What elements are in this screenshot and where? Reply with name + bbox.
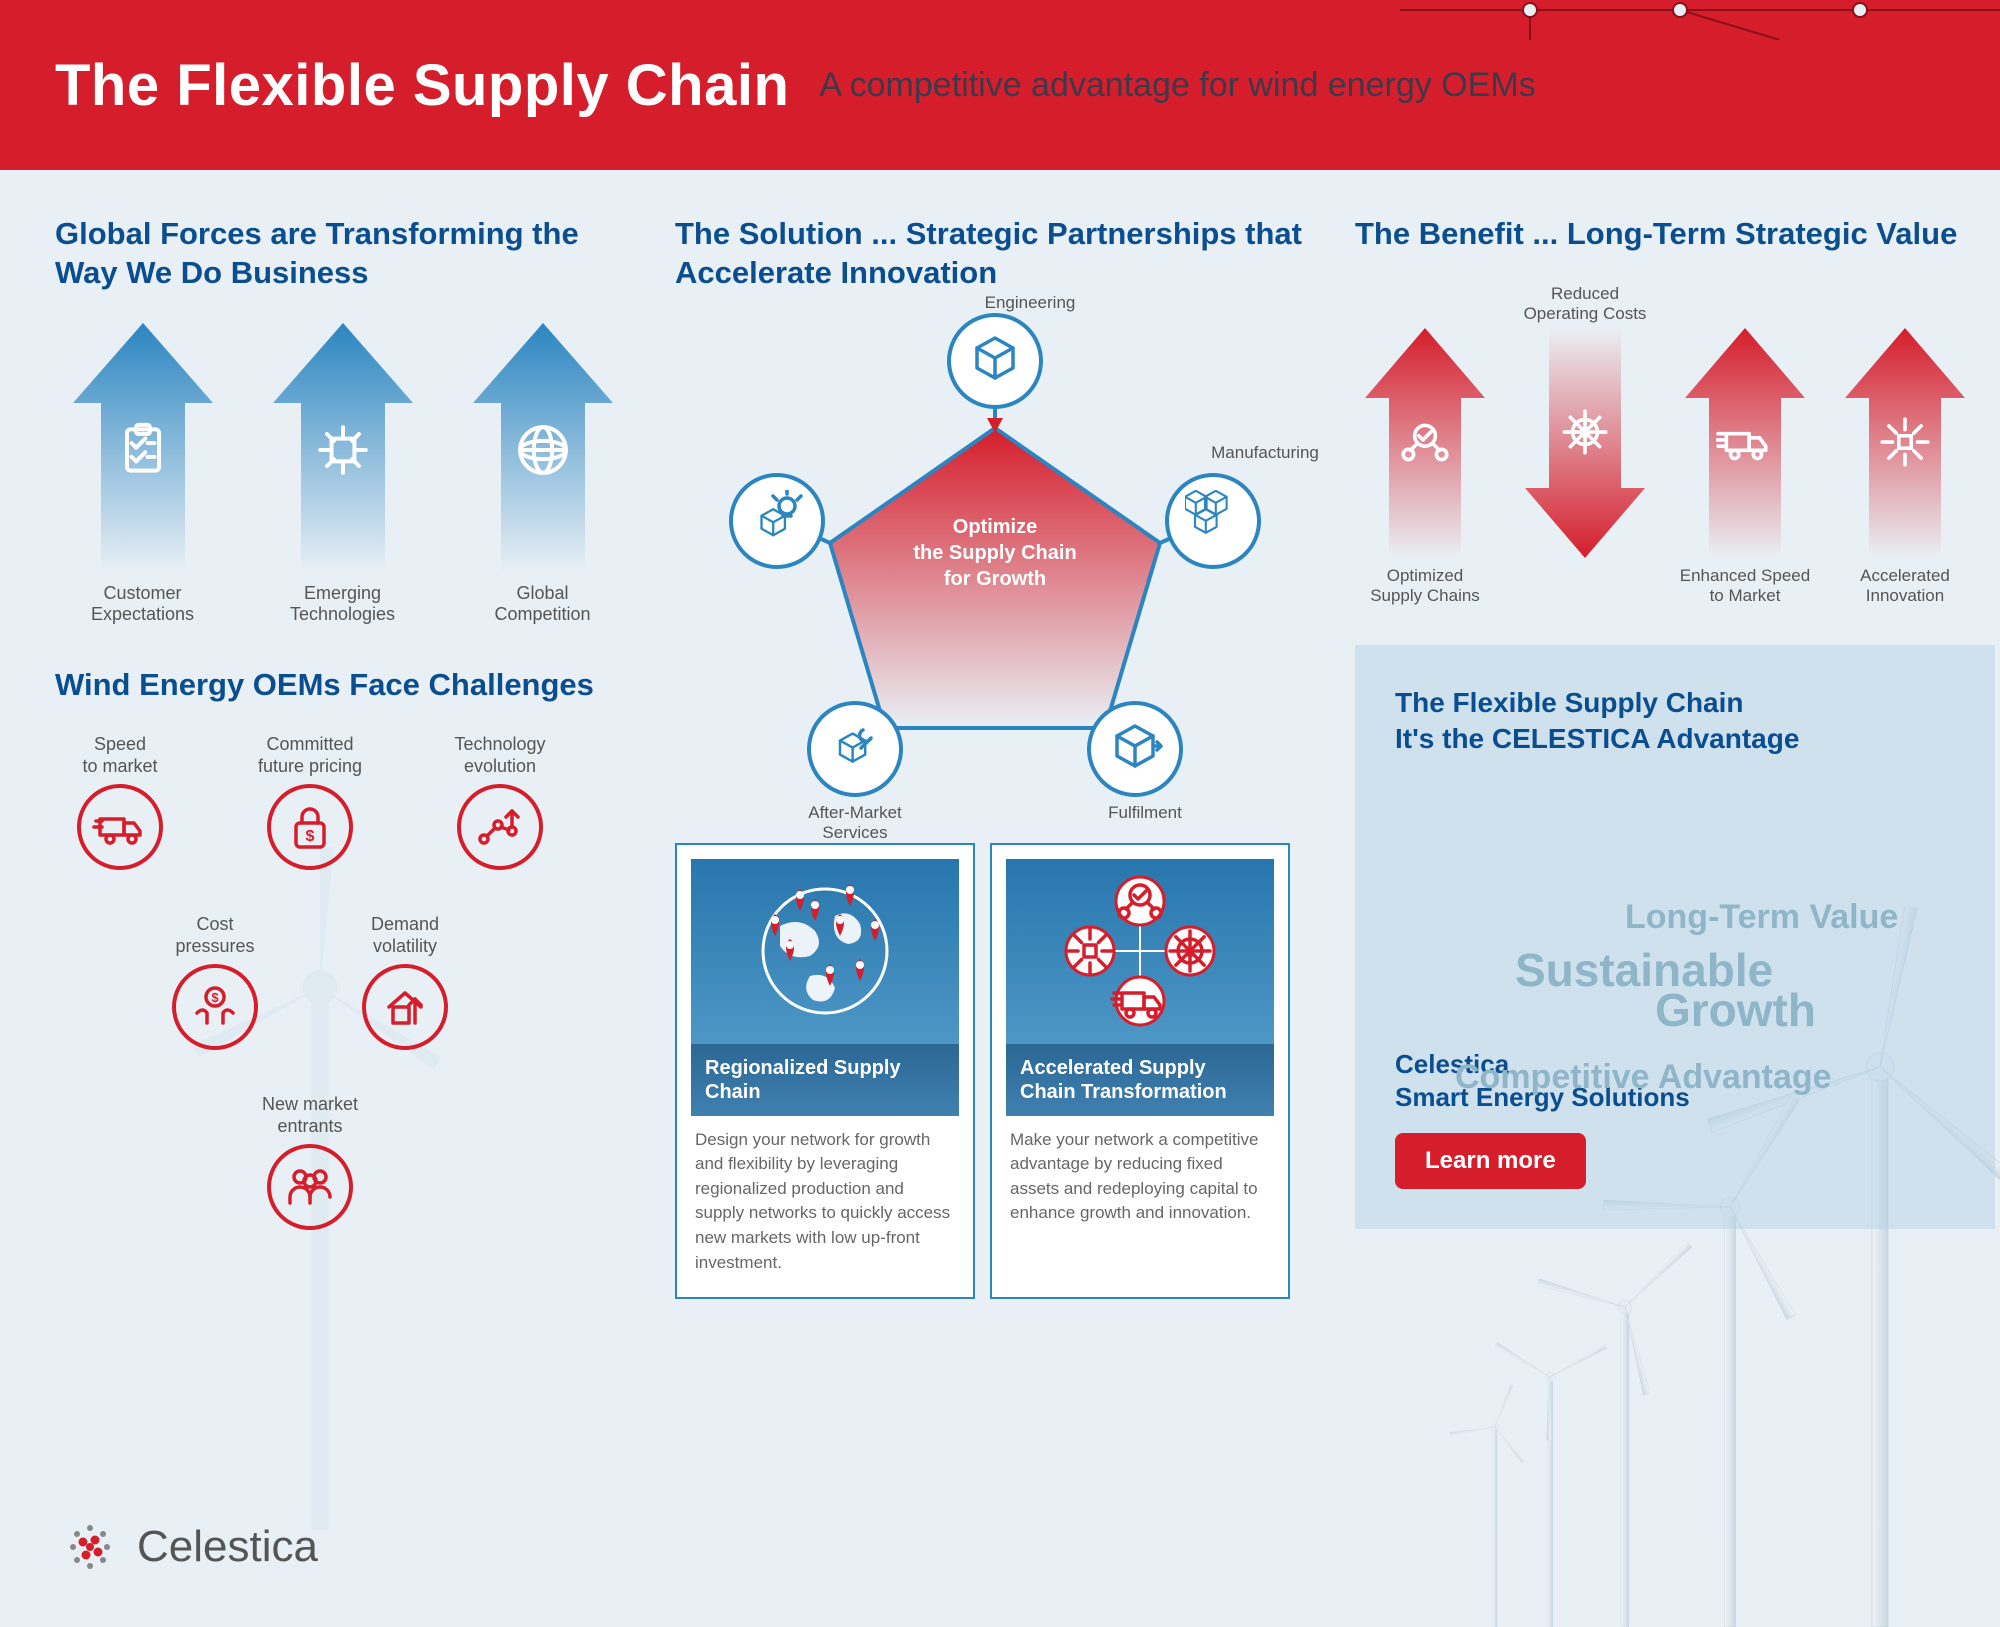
solution-card-1: $ Accelerated Supply Chain Transformatio… <box>990 843 1290 1300</box>
cubes-icon <box>1185 490 1241 551</box>
force-arrow-1: EmergingTechnologies <box>255 323 430 626</box>
hands-dollar-icon: $ <box>172 964 258 1050</box>
advantage-word-0: Long-Term Value <box>1625 898 1898 937</box>
gear-dollar-icon: $ <box>1525 403 1645 461</box>
wrench-cube-icon <box>827 718 883 779</box>
challenge-0: Speedto market <box>55 734 185 869</box>
advantage-box: The Flexible Supply Chain It's the CELES… <box>1355 645 1995 1229</box>
penta-label-3: After-MarketServices <box>795 803 915 843</box>
advantage-word-3: Competitive Advantage <box>1455 1058 1832 1097</box>
benefit-arrow-1: ReducedOperating Costs $ <box>1515 284 1655 610</box>
column-right: The Benefit ... Long-Term Strategic Valu… <box>1355 215 1995 1299</box>
benefit-arrow-3: AcceleratedInnovation <box>1835 284 1975 610</box>
svg-text:$: $ <box>306 828 315 845</box>
challenge-label: Costpressures <box>150 914 280 957</box>
benefit-label: AcceleratedInnovation <box>1835 566 1975 607</box>
penta-label-2: Fulfilment <box>1085 803 1205 823</box>
advantage-heading-1: The Flexible Supply Chain <box>1395 685 1955 721</box>
challenges-title: Wind Energy OEMs Face Challenges <box>55 666 635 705</box>
penta-node-2 <box>1087 701 1183 797</box>
challenge-label: Speedto market <box>55 734 185 777</box>
advantage-word-2: Growth <box>1655 983 1816 1037</box>
penta-node-4 <box>729 473 825 569</box>
chip-icon <box>273 418 413 482</box>
lock-dollar-icon: $ <box>267 784 353 870</box>
challenge-3: Costpressures $ <box>150 914 280 1049</box>
card-body: Design your network for growth and flexi… <box>691 1116 959 1284</box>
pentagon-diagram: Optimizethe Supply Chainfor Growth Engin… <box>735 323 1255 823</box>
house-arrow-icon <box>362 964 448 1050</box>
force-arrow-0: CustomerExpectations <box>55 323 230 626</box>
truck-icon <box>77 784 163 870</box>
challenge-label: New marketentrants <box>245 1094 375 1137</box>
advantage-heading-2: It's the CELESTICA Advantage <box>1395 721 1955 757</box>
card-title: Regionalized Supply Chain <box>691 1044 959 1116</box>
celestica-logo-text: Celestica <box>137 1522 318 1572</box>
celestica-logo: Celestica <box>55 1512 318 1582</box>
burst-icon <box>1845 413 1965 471</box>
force-label: CustomerExpectations <box>55 583 230 626</box>
card-body: Make your network a competitive advantag… <box>1006 1116 1274 1235</box>
chart-up-icon <box>457 784 543 870</box>
force-label: EmergingTechnologies <box>255 583 430 626</box>
header-circuit-icon <box>1400 0 2000 40</box>
penta-label-1: Manufacturing <box>1205 443 1325 463</box>
celestica-logo-mark <box>55 1512 125 1582</box>
challenge-4: Demandvolatility <box>340 914 470 1049</box>
penta-node-3 <box>807 701 903 797</box>
force-arrow-2: GlobalCompetition <box>455 323 630 626</box>
learn-more-button[interactable]: Learn more <box>1395 1133 1586 1189</box>
challenge-label: Committedfuture pricing <box>245 734 375 777</box>
network-icons-icon: $ <box>1055 866 1225 1036</box>
globe-icon <box>473 418 613 482</box>
benefit-label: OptimizedSupply Chains <box>1355 566 1495 607</box>
globe-pins-icon <box>740 866 910 1036</box>
svg-text:$: $ <box>211 990 219 1005</box>
checklist-icon <box>73 418 213 482</box>
solution-card-0: Regionalized Supply Chain Design your ne… <box>675 843 975 1300</box>
check-network-icon <box>1365 413 1485 471</box>
solution-title: The Solution ... Strategic Partnerships … <box>675 215 1315 293</box>
header-subtitle: A competitive advantage for wind energy … <box>819 66 1535 105</box>
truck-fast-icon <box>1685 413 1805 471</box>
people-icon <box>267 1144 353 1230</box>
column-center: The Solution ... Strategic Partnerships … <box>675 215 1315 1299</box>
penta-node-0 <box>947 313 1043 409</box>
force-label: GlobalCompetition <box>455 583 630 626</box>
challenge-label: Technologyevolution <box>435 734 565 777</box>
challenge-label: Demandvolatility <box>340 914 470 957</box>
pentagon-center-text: Optimizethe Supply Chainfor Growth <box>905 514 1085 592</box>
column-left: Global Forces are Transforming the Way W… <box>55 215 635 1299</box>
penta-label-0: Engineering <box>970 293 1090 313</box>
challenge-1: Committedfuture pricing $ <box>245 734 375 869</box>
benefit-label: ReducedOperating Costs <box>1515 284 1655 320</box>
penta-node-1 <box>1165 473 1261 569</box>
header-title: The Flexible Supply Chain <box>55 52 789 119</box>
benefit-arrow-2: Enhanced Speedto Market <box>1675 284 1815 610</box>
challenge-5: New marketentrants <box>245 1094 375 1229</box>
benefit-title: The Benefit ... Long-Term Strategic Valu… <box>1355 215 1995 254</box>
benefit-arrow-0: OptimizedSupply Chains <box>1355 284 1495 610</box>
challenge-2: Technologyevolution <box>435 734 565 869</box>
cube-arrow-icon <box>1107 718 1163 779</box>
forces-title: Global Forces are Transforming the Way W… <box>55 215 635 293</box>
cube-icon <box>967 330 1023 391</box>
card-title: Accelerated Supply Chain Transformation <box>1006 1044 1274 1116</box>
header: The Flexible Supply Chain A competitive … <box>0 0 2000 170</box>
benefit-label: Enhanced Speedto Market <box>1675 566 1815 607</box>
bulb-cube-icon <box>749 490 805 551</box>
